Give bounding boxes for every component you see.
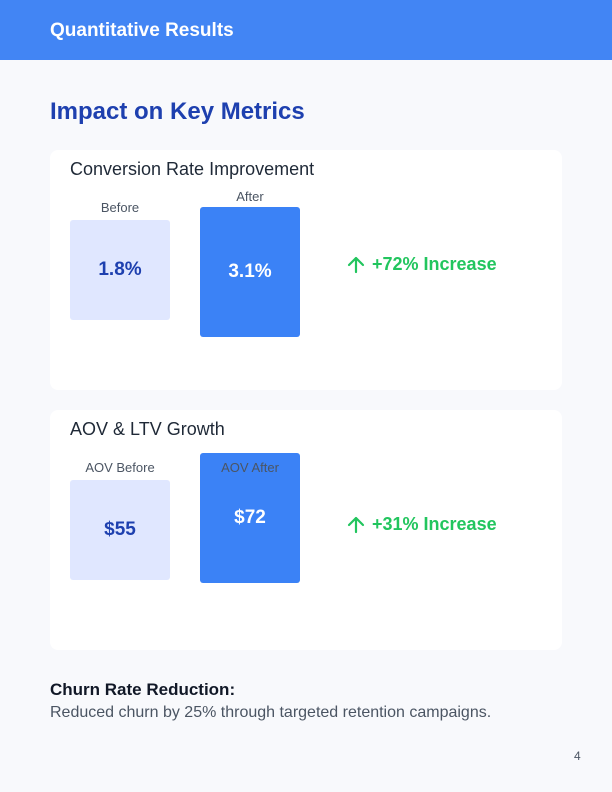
section-title: Impact on Key Metrics: [50, 98, 305, 125]
before-value: 1.8%: [70, 220, 170, 320]
metric-card: AOV & LTV Growth AOV Before $55 $72 AOV …: [50, 410, 562, 650]
header-title: Quantitative Results: [50, 20, 234, 41]
churn-text: Reduced churn by 25% through targeted re…: [50, 704, 492, 721]
header-bar: Quantitative Results: [0, 0, 612, 60]
after-value: $72: [200, 453, 300, 583]
before-value: $55: [70, 480, 170, 580]
before-label: Before: [100, 200, 140, 215]
after-label: AOV After: [221, 460, 279, 475]
change-text: +72% Increase: [372, 254, 497, 274]
after-value: 3.1%: [200, 207, 300, 337]
page-number: 4: [574, 749, 581, 763]
churn-title: Churn Rate Reduction:: [50, 680, 236, 699]
metric-card: Conversion Rate Improvement Before 1.8% …: [50, 150, 562, 390]
up-arrow: [347, 256, 365, 273]
up-arrow: [347, 516, 365, 533]
card-title: AOV & LTV Growth: [70, 419, 225, 439]
after-label: After: [236, 189, 264, 204]
change-text: +31% Increase: [372, 514, 497, 534]
change-indicator: +31% Increase: [346, 514, 497, 535]
before-label: AOV Before: [85, 460, 155, 475]
change-indicator: +72% Increase: [346, 254, 497, 275]
card-title: Conversion Rate Improvement: [70, 159, 315, 179]
